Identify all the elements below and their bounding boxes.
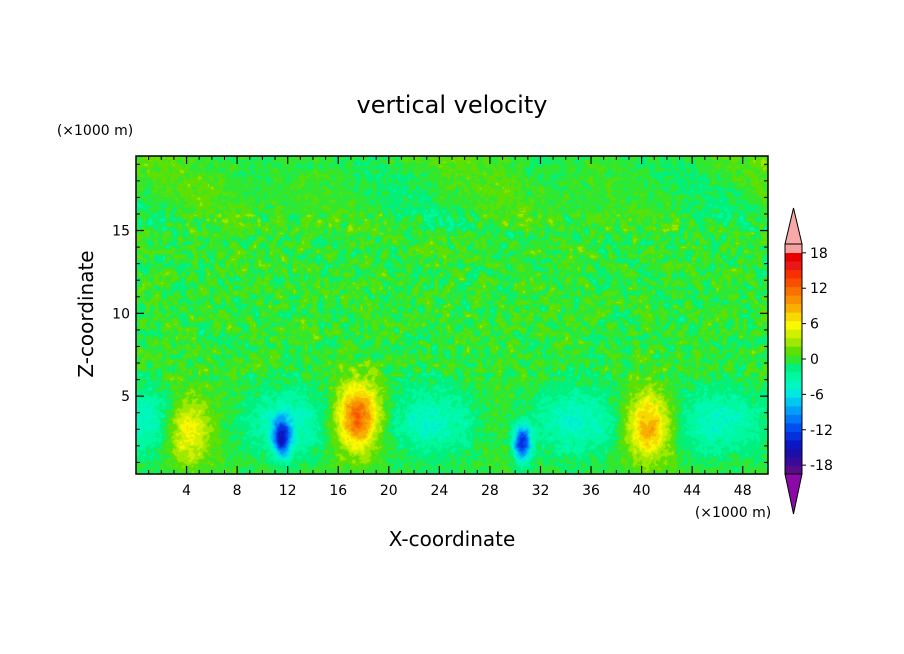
y-tick-label: 5 [121, 389, 130, 405]
colorbar-band [785, 329, 802, 339]
colorbar-tick-label: 12 [810, 281, 828, 297]
colorbar-tick-label: -12 [810, 423, 833, 439]
colorbar-band [785, 312, 802, 322]
x-ticks: 4 8 12 16 20 24 28 32 36 40 44 48 [148, 156, 756, 499]
x-tick-label: 4 [182, 483, 191, 499]
colorbar-band [785, 363, 802, 373]
x-tick-label: 20 [380, 483, 398, 499]
x-tick-label: 12 [279, 483, 297, 499]
colorbar-band [785, 371, 802, 381]
y-axis-label: Z-coordinate [74, 250, 98, 377]
y-unit-label: (×1000 m) [57, 123, 133, 139]
x-tick-label: 16 [329, 483, 347, 499]
colorbar-band [785, 456, 802, 466]
colorbar-under-arrow [784, 473, 803, 515]
x-tick-label: 8 [233, 483, 242, 499]
x-axis-label: X-coordinate [389, 527, 516, 551]
colorbar-band [785, 405, 802, 415]
x-unit-label: (×1000 m) [695, 505, 771, 521]
colorbar-band [785, 431, 802, 441]
x-tick-label: 44 [683, 483, 701, 499]
colorbar-band [785, 388, 802, 398]
x-tick-label: 48 [734, 483, 752, 499]
colorbar-band [785, 354, 802, 364]
velocity-field [136, 156, 768, 474]
colorbar: -18 -12 -6 0 6 12 18 [784, 207, 833, 515]
y-tick-label: 15 [112, 224, 130, 240]
x-tick-label: 36 [582, 483, 600, 499]
colorbar-tick-label: 0 [810, 352, 819, 368]
colorbar-tick-label: 6 [810, 317, 819, 333]
colorbar-tick-label: -6 [810, 387, 824, 403]
colorbar-band [785, 465, 802, 475]
colorbar-band [785, 439, 802, 449]
colorbar-tick-label: 18 [810, 246, 828, 262]
colorbar-band [785, 346, 802, 356]
colorbar-band [785, 244, 802, 254]
y-ticks: 5 10 15 [112, 163, 768, 463]
colorbar-band [785, 269, 802, 279]
plot-area [136, 156, 768, 474]
x-tick-label: 24 [430, 483, 448, 499]
colorbar-band [785, 320, 802, 330]
colorbar-band [785, 337, 802, 347]
chart-title: vertical velocity [357, 91, 548, 119]
x-tick-label: 28 [481, 483, 499, 499]
colorbar-over-arrow [784, 207, 803, 245]
colorbar-band [785, 261, 802, 271]
colorbar-band [785, 414, 802, 424]
colorbar-band [785, 422, 802, 432]
colorbar-band [785, 278, 802, 288]
y-tick-label: 10 [112, 306, 130, 322]
colorbar-band [785, 286, 802, 296]
colorbar-band [785, 303, 802, 313]
x-tick-label: 32 [532, 483, 550, 499]
colorbar-band [785, 380, 802, 390]
colorbar-tick-label: -18 [810, 458, 833, 474]
colorbar-band [785, 295, 802, 305]
colorbar-band [785, 448, 802, 458]
colorbar-band [785, 397, 802, 407]
colorbar-band [785, 252, 802, 262]
x-tick-label: 40 [633, 483, 651, 499]
